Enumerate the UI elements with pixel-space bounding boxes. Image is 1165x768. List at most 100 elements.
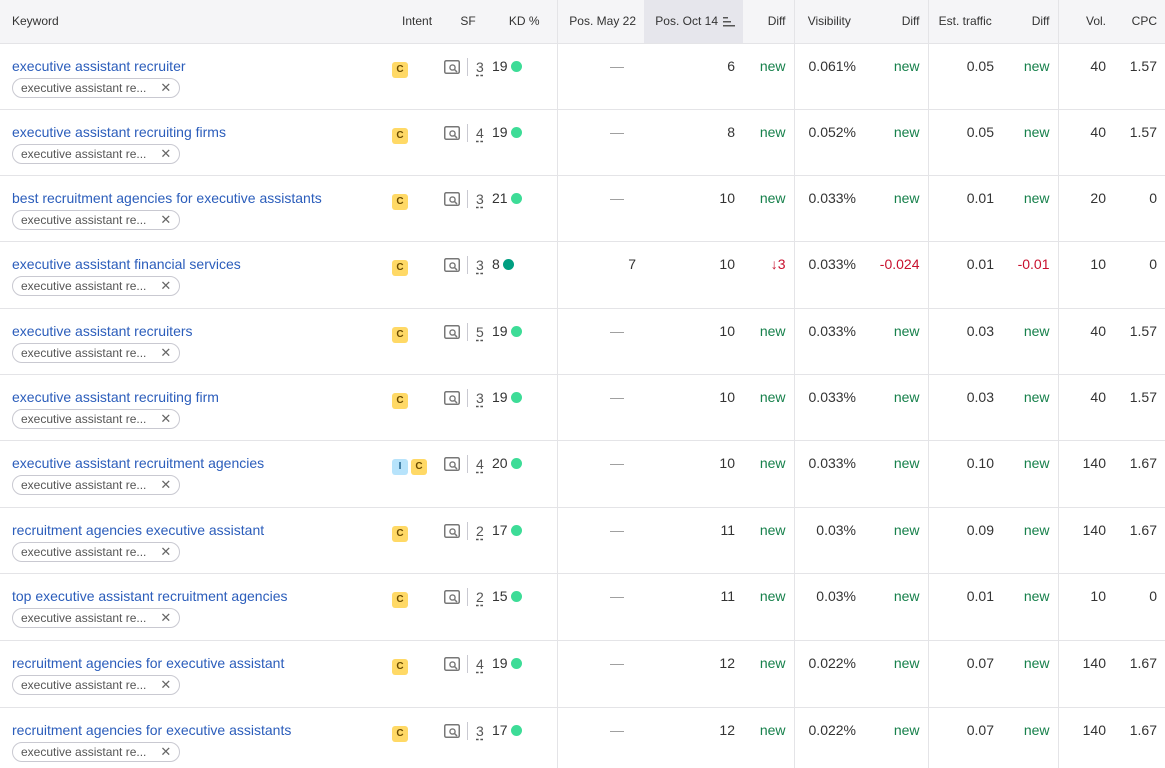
traffic-diff-cell: -0.01 bbox=[1002, 241, 1059, 309]
serp-features-icon[interactable] bbox=[444, 456, 460, 471]
close-icon[interactable]: ✕ bbox=[160, 677, 172, 692]
vis-diff-cell: new bbox=[864, 43, 929, 110]
intent-cell: C bbox=[392, 573, 444, 641]
col-pos-diff[interactable]: Diff bbox=[743, 0, 795, 44]
visibility-cell: 0.033% bbox=[794, 374, 864, 441]
kd-value: 21 bbox=[492, 189, 508, 206]
col-sf[interactable]: SF bbox=[444, 0, 492, 44]
sf-cell: 4 bbox=[444, 109, 492, 176]
col-traffic-diff[interactable]: Diff bbox=[1002, 0, 1059, 44]
sf-count[interactable]: 3 bbox=[476, 190, 484, 207]
vol-value: 40 bbox=[1090, 322, 1106, 339]
col-pos-curr[interactable]: Pos. Oct 14 bbox=[644, 0, 743, 44]
traffic-value: 0.10 bbox=[966, 454, 994, 471]
sf-count[interactable]: 3 bbox=[476, 722, 484, 739]
col-traffic[interactable]: Est. traffic bbox=[928, 0, 1002, 44]
sf-count[interactable]: 5 bbox=[476, 323, 484, 340]
sf-count[interactable]: 4 bbox=[476, 124, 484, 141]
serp-features-icon[interactable] bbox=[444, 59, 460, 74]
sf-count[interactable]: 3 bbox=[476, 389, 484, 406]
vol-value: 140 bbox=[1082, 721, 1106, 738]
serp-features-icon[interactable] bbox=[444, 523, 460, 538]
keyword-link[interactable]: best recruitment agencies for executive … bbox=[12, 189, 322, 206]
keyword-link[interactable]: executive assistant recruiters bbox=[12, 322, 193, 339]
traffic-value: 0.07 bbox=[966, 654, 994, 671]
col-intent[interactable]: Intent bbox=[392, 0, 444, 44]
kd-difficulty-dot bbox=[510, 325, 522, 337]
traffic-cell: 0.05 bbox=[928, 109, 1002, 176]
keyword-link[interactable]: executive assistant recruiting firm bbox=[12, 388, 219, 405]
sf-count[interactable]: 3 bbox=[476, 256, 484, 273]
sf-divider bbox=[467, 57, 468, 76]
close-icon[interactable]: ✕ bbox=[160, 80, 172, 95]
intent-badge-c: C bbox=[411, 458, 427, 475]
pos-prev-cell: — bbox=[557, 109, 644, 176]
cpc-cell: 1.57 bbox=[1114, 308, 1165, 375]
vol-cell: 40 bbox=[1058, 109, 1114, 176]
sf-count[interactable]: 2 bbox=[476, 588, 484, 605]
traffic-diff-cell: new bbox=[1002, 308, 1059, 375]
serp-features-icon[interactable] bbox=[444, 324, 460, 339]
serp-features-icon[interactable] bbox=[444, 656, 460, 671]
keyword-link[interactable]: executive assistant financial services bbox=[12, 255, 241, 272]
keyword-link[interactable]: recruitment agencies for executive assis… bbox=[12, 721, 292, 738]
sf-count[interactable]: 4 bbox=[476, 655, 484, 672]
col-keyword[interactable]: Keyword bbox=[0, 0, 392, 44]
close-icon[interactable]: ✕ bbox=[160, 345, 172, 360]
pos-curr-cell: 10 bbox=[644, 308, 743, 375]
pos-prev-cell: — bbox=[557, 440, 644, 508]
sf-count[interactable]: 3 bbox=[476, 58, 484, 75]
col-visibility[interactable]: Visibility bbox=[794, 0, 864, 44]
sort-ascending-icon[interactable] bbox=[723, 17, 735, 27]
serp-features-icon[interactable] bbox=[444, 191, 460, 206]
keyword-link[interactable]: recruitment agencies for executive assis… bbox=[12, 654, 285, 671]
serp-features-icon[interactable] bbox=[444, 589, 460, 604]
keyword-link[interactable]: executive assistant recruiting firms bbox=[12, 123, 226, 140]
close-icon[interactable]: ✕ bbox=[160, 744, 172, 759]
col-cpc[interactable]: CPC bbox=[1114, 0, 1165, 44]
visibility-cell: 0.033% bbox=[794, 241, 864, 309]
sf-cell: 3 bbox=[444, 175, 492, 242]
vol-cell: 10 bbox=[1058, 241, 1114, 309]
keyword-cell: executive assistant financial services e… bbox=[0, 241, 392, 309]
keyword-link[interactable]: executive assistant recruitment agencies bbox=[12, 454, 265, 471]
close-icon[interactable]: ✕ bbox=[160, 411, 172, 426]
keyword-link[interactable]: top executive assistant recruitment agen… bbox=[12, 587, 288, 604]
kd-cell: 19 bbox=[492, 308, 558, 375]
close-icon[interactable]: ✕ bbox=[160, 544, 172, 559]
col-visibility-label: Visibility bbox=[807, 14, 851, 29]
serp-features-icon[interactable] bbox=[444, 125, 460, 140]
vol-value: 20 bbox=[1090, 189, 1106, 206]
col-vis-diff[interactable]: Diff bbox=[864, 0, 929, 44]
close-icon[interactable]: ✕ bbox=[160, 610, 172, 625]
sf-count[interactable]: 4 bbox=[476, 455, 484, 472]
pos-diff-value: new bbox=[759, 322, 786, 339]
close-icon[interactable]: ✕ bbox=[160, 278, 172, 293]
traffic-value: 0.03 bbox=[966, 388, 994, 405]
keyword-link[interactable]: recruitment agencies executive assistant bbox=[12, 521, 265, 538]
visibility-cell: 0.03% bbox=[794, 573, 864, 641]
serp-features-icon[interactable] bbox=[444, 390, 460, 405]
serp-features-icon[interactable] bbox=[444, 257, 460, 272]
col-pos-prev[interactable]: Pos. May 22 bbox=[557, 0, 644, 44]
pos-prev-cell: — bbox=[557, 308, 644, 375]
tag-chip: executive assistant re... ✕ bbox=[12, 674, 181, 695]
col-vol[interactable]: Vol. bbox=[1058, 0, 1114, 44]
col-kd[interactable]: KD % bbox=[492, 0, 558, 44]
serp-features-icon[interactable] bbox=[444, 723, 460, 738]
close-icon[interactable]: ✕ bbox=[160, 146, 172, 161]
vis-diff-cell: new bbox=[864, 374, 929, 441]
sf-count[interactable]: 2 bbox=[476, 522, 484, 539]
cpc-value: 1.67 bbox=[1129, 654, 1157, 671]
cpc-cell: 1.67 bbox=[1114, 507, 1165, 574]
close-icon[interactable]: ✕ bbox=[160, 477, 172, 492]
vis-diff-value: new bbox=[893, 454, 920, 471]
vis-diff-cell: new bbox=[864, 440, 929, 508]
pos-diff-value: ↓3 bbox=[770, 255, 786, 272]
cpc-value: 1.67 bbox=[1129, 454, 1157, 471]
keyword-link[interactable]: executive assistant recruiter bbox=[12, 57, 186, 74]
close-icon[interactable]: ✕ bbox=[160, 212, 172, 227]
traffic-diff-cell: new bbox=[1002, 573, 1059, 641]
sf-divider bbox=[467, 189, 468, 208]
cpc-value: 1.67 bbox=[1129, 721, 1157, 738]
